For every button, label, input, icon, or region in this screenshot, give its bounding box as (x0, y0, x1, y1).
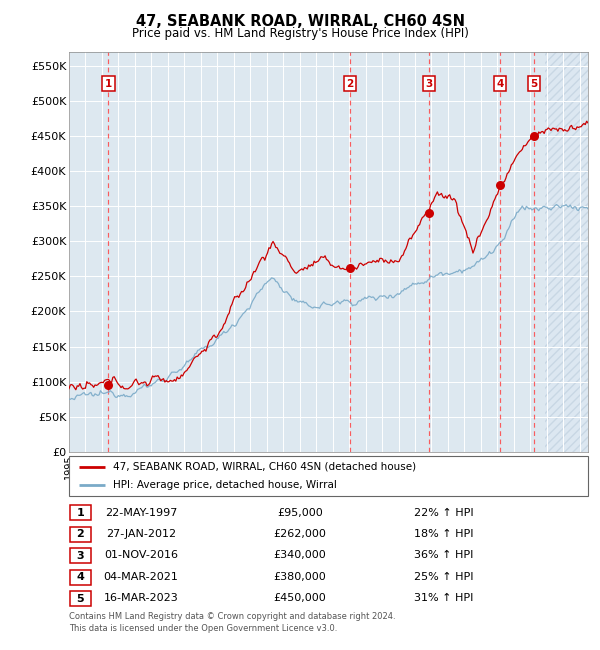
Bar (545, 52, 588, 452)
Text: This data is licensed under the Open Government Licence v3.0.: This data is licensed under the Open Gov… (69, 624, 337, 633)
Text: Contains HM Land Registry data © Crown copyright and database right 2024.: Contains HM Land Registry data © Crown c… (69, 612, 395, 621)
Text: 5: 5 (77, 593, 84, 604)
Text: 36% ↑ HPI: 36% ↑ HPI (415, 551, 473, 560)
Bar (70, 569, 91, 585)
Text: 22% ↑ HPI: 22% ↑ HPI (414, 508, 474, 517)
Text: 3: 3 (425, 79, 433, 88)
Text: £95,000: £95,000 (277, 508, 323, 517)
Text: £262,000: £262,000 (274, 529, 326, 539)
Bar (545, 52, 588, 452)
Text: 27-JAN-2012: 27-JAN-2012 (106, 529, 176, 539)
Text: £340,000: £340,000 (274, 551, 326, 560)
Text: 2: 2 (347, 79, 354, 88)
Text: 1: 1 (105, 79, 112, 88)
Text: £380,000: £380,000 (274, 572, 326, 582)
Text: 47, SEABANK ROAD, WIRRAL, CH60 4SN: 47, SEABANK ROAD, WIRRAL, CH60 4SN (136, 14, 464, 29)
Text: 18% ↑ HPI: 18% ↑ HPI (414, 529, 474, 539)
Text: £450,000: £450,000 (274, 593, 326, 603)
Bar (70, 548, 91, 564)
Text: HPI: Average price, detached house, Wirral: HPI: Average price, detached house, Wirr… (113, 480, 337, 490)
Text: 47, SEABANK ROAD, WIRRAL, CH60 4SN (detached house): 47, SEABANK ROAD, WIRRAL, CH60 4SN (deta… (113, 462, 416, 471)
Bar (70, 526, 91, 542)
Text: 22-MAY-1997: 22-MAY-1997 (105, 508, 177, 517)
Text: 4: 4 (496, 79, 504, 88)
Text: 25% ↑ HPI: 25% ↑ HPI (414, 572, 474, 582)
Text: 5: 5 (530, 79, 538, 88)
Text: 04-MAR-2021: 04-MAR-2021 (104, 572, 178, 582)
Text: 31% ↑ HPI: 31% ↑ HPI (415, 593, 473, 603)
Text: 4: 4 (76, 572, 85, 582)
Bar (70, 591, 91, 606)
Text: 1: 1 (77, 508, 84, 518)
Bar (70, 505, 91, 521)
Text: Price paid vs. HM Land Registry's House Price Index (HPI): Price paid vs. HM Land Registry's House … (131, 27, 469, 40)
Text: 3: 3 (77, 551, 84, 561)
Text: 01-NOV-2016: 01-NOV-2016 (104, 551, 178, 560)
Text: 16-MAR-2023: 16-MAR-2023 (104, 593, 178, 603)
Text: 2: 2 (77, 529, 84, 539)
